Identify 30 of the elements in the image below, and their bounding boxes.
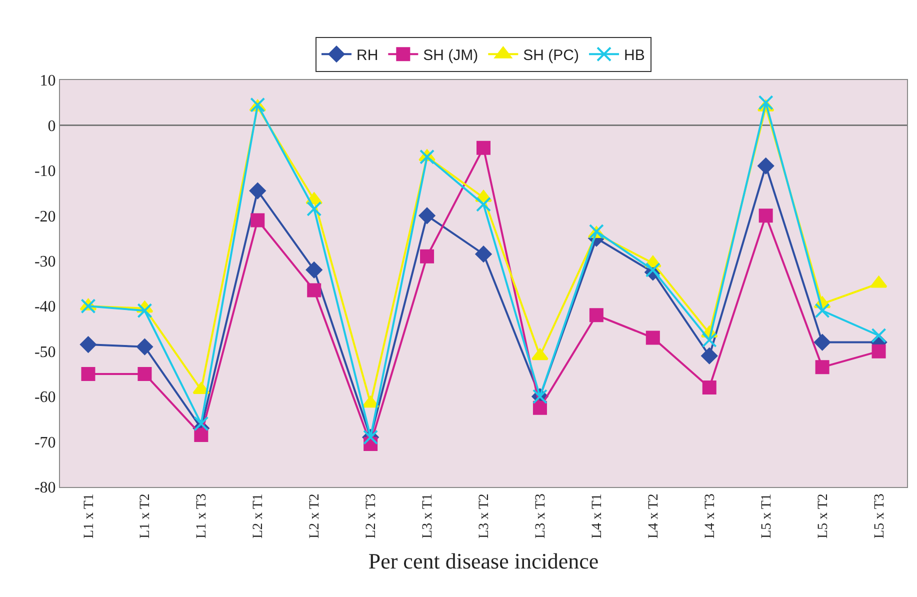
x-tick-label: L3 x T1 [420, 494, 436, 538]
x-tick-label: L5 x T2 [816, 494, 831, 538]
x-tick-label: L1 x T3 [194, 494, 210, 538]
x-tick-label: L3 x T2 [477, 494, 492, 538]
x-tick-label: L1 x T2 [138, 494, 154, 538]
x-tick-label: L2 x T3 [364, 494, 380, 538]
x-axis-title: Per cent disease incidence [368, 548, 599, 574]
x-tick-label: L5 x T1 [759, 494, 774, 538]
x-tick-label: L4 x T2 [646, 494, 662, 538]
legend-label: RH [356, 46, 378, 64]
y-tick-label: 0 [48, 118, 56, 135]
y-tick-label: -50 [34, 344, 56, 361]
x-tick-label: L2 x T1 [251, 494, 266, 538]
x-tick-label: L4 x T3 [702, 494, 718, 538]
y-tick-label: -10 [34, 163, 56, 180]
x-tick-label: L1 x T1 [82, 494, 97, 538]
legend-label: SH (PC) [523, 46, 580, 64]
legend-label: HB [624, 46, 645, 64]
x-tick-label: L4 x T1 [590, 494, 605, 538]
y-tick-label: -40 [34, 298, 56, 316]
x-tick-label: L3 x T3 [534, 494, 549, 538]
y-tick-label: -80 [34, 480, 56, 497]
x-tick-label: L5 x T3 [872, 494, 888, 538]
y-tick-label: -20 [34, 208, 56, 226]
y-tick-label: -30 [34, 253, 56, 270]
x-tick-label: L2 x T2 [308, 494, 323, 538]
legend-label: SH (JM) [423, 46, 478, 64]
y-tick-label: -60 [34, 389, 56, 406]
y-tick-label: -70 [34, 434, 56, 452]
y-tick-label: 10 [40, 72, 56, 90]
